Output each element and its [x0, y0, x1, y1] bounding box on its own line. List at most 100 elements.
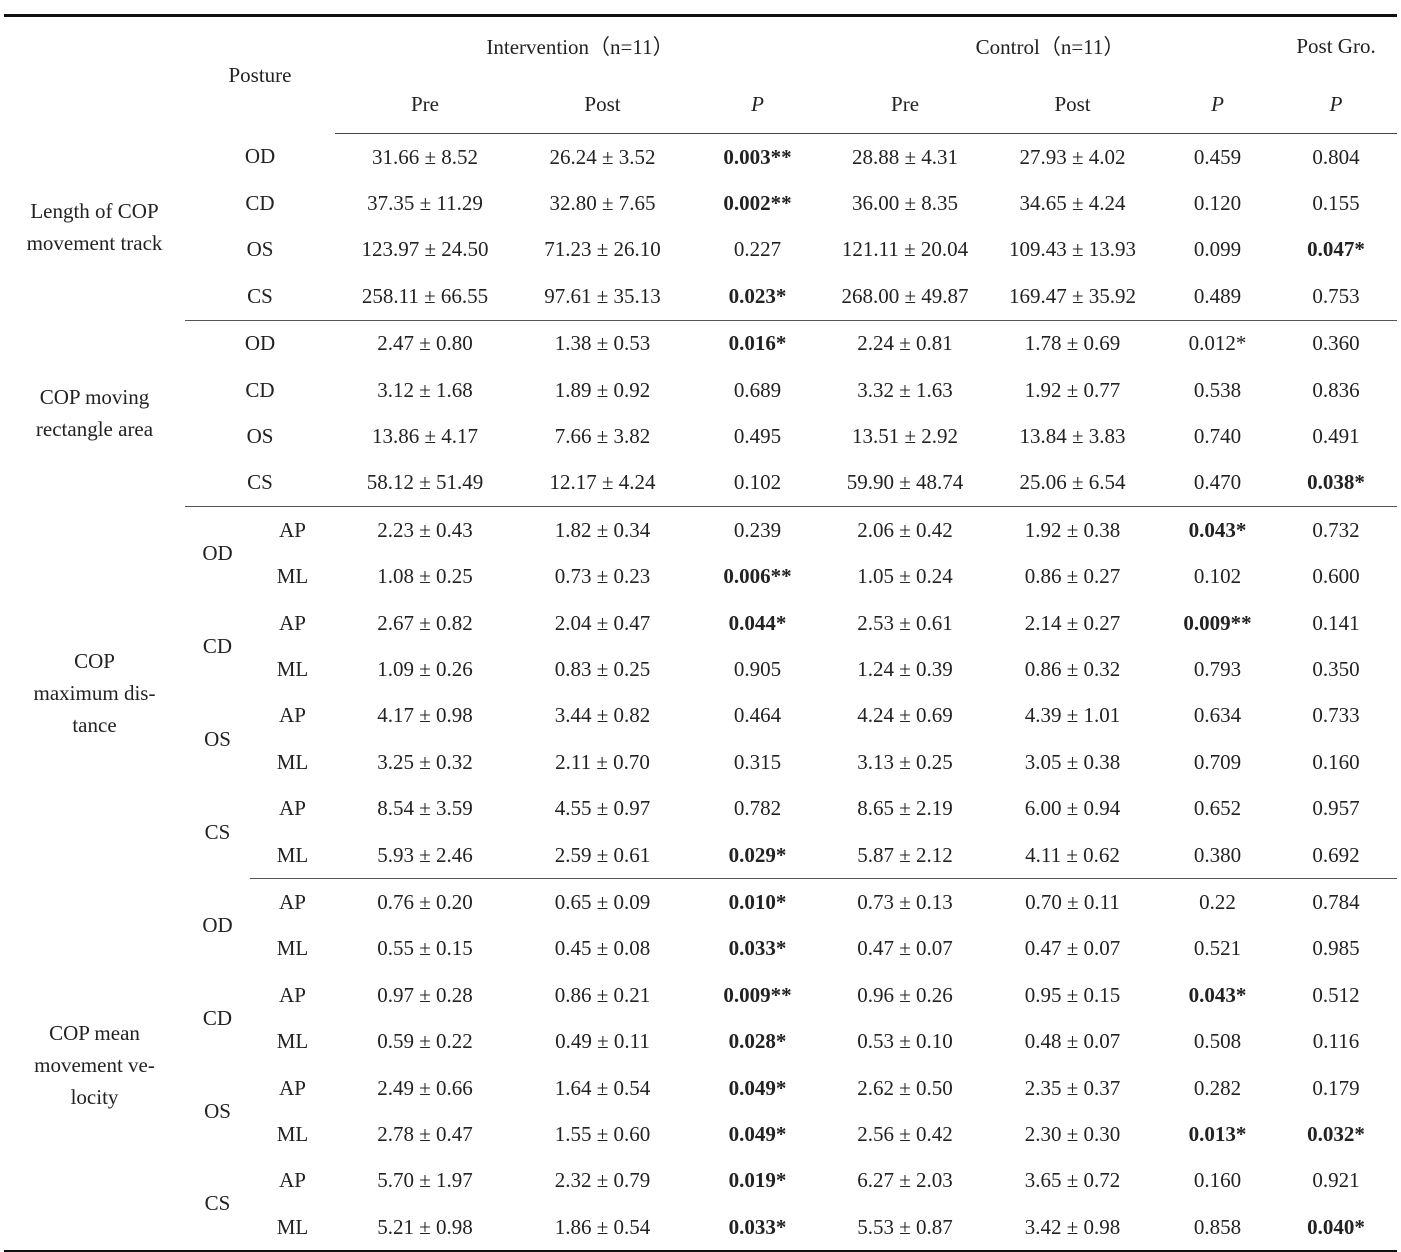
- value-cell: 0.709: [1193, 749, 1242, 774]
- value-cell: 34.65 ± 4.24: [1019, 191, 1126, 216]
- direction-cell: ML: [276, 656, 309, 681]
- value-cell: 0.049*: [690, 1111, 825, 1157]
- posture-cell: CS: [185, 273, 335, 321]
- value-cell: 0.032*: [1275, 1111, 1397, 1157]
- table-body: Posture Intervention（n=11） Control（n=11） Po…: [4, 16, 1398, 1252]
- value-cell: 13.86 ± 4.17: [371, 424, 479, 449]
- data-row: CD AP 0.97 ± 0.28 0.86 ± 0.21 0.009** 0.96 ± …: [4, 972, 1397, 1030]
- data-row: OS 123.97 ± 24.50 71.23 ± 26.10 0.227 121.11…: [4, 227, 1397, 273]
- value-cell: 0.043*: [1160, 972, 1275, 1018]
- direction-cell: ML: [276, 1121, 309, 1146]
- value-cell: 0.86 ± 0.21: [554, 982, 651, 1007]
- value-text: 0.003**: [723, 144, 792, 169]
- value-cell: 0.59 ± 0.22: [377, 1029, 473, 1054]
- value-cell: 0.957: [1312, 796, 1360, 821]
- value-cell: 1.08 ± 0.25: [377, 564, 473, 589]
- value-cell: 3.32 ± 1.63: [857, 377, 953, 402]
- group-header: Intervention（n=11）: [486, 35, 674, 59]
- value-text: 0.010*: [728, 889, 787, 914]
- value-cell: 0.099: [1193, 237, 1242, 262]
- value-cell: 2.59 ± 0.61: [515, 831, 690, 880]
- value-cell: 2.30 ± 0.30: [1024, 1121, 1121, 1146]
- value-cell: 0.45 ± 0.08: [554, 936, 651, 961]
- value-cell: 3.25 ± 0.32: [377, 749, 473, 774]
- value-cell: 0.120: [1193, 191, 1242, 216]
- value-cell: 0.905: [733, 656, 782, 681]
- value-cell: 268.00 ± 49.87: [825, 273, 986, 321]
- group-header: Control（n=11）: [975, 35, 1125, 59]
- value-cell: 0.652: [1193, 796, 1242, 821]
- value-cell: 2.35 ± 0.37: [1024, 1075, 1121, 1100]
- group-header: Post Gro.: [1296, 33, 1376, 58]
- value-cell: 1.64 ± 0.54: [554, 1075, 651, 1100]
- label-line: tance: [72, 712, 117, 737]
- value-cell: 0.013*: [1160, 1111, 1275, 1157]
- value-cell: 2.06 ± 0.42: [857, 517, 953, 542]
- value-cell: 2.14 ± 0.27: [1024, 610, 1121, 635]
- value-cell: 7.66 ± 3.82: [554, 424, 651, 449]
- value-cell: 3.12 ± 1.68: [377, 377, 473, 402]
- value-cell: 0.179: [1312, 1075, 1360, 1100]
- value-cell: 59.90 ± 48.74: [825, 459, 986, 508]
- value-cell: 109.43 ± 13.93: [1009, 237, 1137, 262]
- value-cell: 0.009**: [690, 972, 825, 1018]
- value-cell: 0.470: [1160, 459, 1276, 508]
- label-line: movement ve-: [34, 1052, 155, 1077]
- data-row: COP moving rectangle area OD 2.47 ± 0.80 1.3…: [4, 320, 1397, 441]
- value-cell: 1.86 ± 0.54: [515, 1203, 690, 1252]
- value-text: 0.032*: [1307, 1121, 1365, 1146]
- value-cell: 3.42 ± 0.98: [985, 1203, 1161, 1252]
- value-cell: 12.17 ± 4.24: [515, 459, 690, 508]
- value-cell: 0.009**: [1160, 600, 1275, 646]
- value-cell: 0.804: [1312, 144, 1360, 169]
- value-cell: 0.019*: [690, 1158, 825, 1204]
- section-label: COP moving rectangle area: [4, 320, 185, 507]
- data-row: OS AP 4.17 ± 0.98 3.44 ± 0.82 0.464 4.24 ± 0.…: [4, 693, 1397, 750]
- value-cell: 0.48 ± 0.07: [1024, 1029, 1121, 1054]
- value-cell: 5.53 ± 0.87: [825, 1203, 986, 1252]
- value-text: 0.033*: [728, 936, 787, 961]
- value-cell: 0.70 ± 0.11: [1025, 889, 1120, 914]
- value-cell: 36.00 ± 8.35: [852, 191, 959, 216]
- label-line: maximum dis-: [33, 680, 156, 705]
- posture-cell: CS: [204, 819, 231, 844]
- value-cell: 0.002**: [690, 180, 825, 226]
- value-cell: 0.521: [1193, 936, 1242, 961]
- value-cell: 0.038*: [1275, 459, 1398, 508]
- data-row: ML 1.09 ± 0.26 0.83 ± 0.25 0.905 1.24 ± 0.39…: [4, 646, 1397, 692]
- value-text: 0.047*: [1307, 237, 1365, 262]
- value-cell: 0.049*: [690, 1065, 825, 1111]
- data-row: CD AP 2.67 ± 0.82 2.04 ± 0.47 0.044* 2.53 ± 0…: [4, 600, 1397, 658]
- value-text: 0.019*: [728, 1168, 787, 1193]
- value-cell: 1.09 ± 0.26: [377, 656, 473, 681]
- value-cell: 0.033*: [690, 926, 825, 972]
- value-cell: 1.38 ± 0.53: [554, 331, 651, 356]
- label-line: Length of COP: [30, 198, 159, 223]
- direction-cell: AP: [279, 1168, 306, 1193]
- value-cell: 1.55 ± 0.60: [554, 1121, 651, 1146]
- value-cell: 0.102: [690, 459, 826, 508]
- column-header: P: [1160, 75, 1276, 134]
- value-cell: 0.76 ± 0.20: [377, 889, 473, 914]
- value-cell: 0.753: [1275, 273, 1398, 321]
- value-cell: 0.733: [1312, 703, 1360, 728]
- value-text: 0.028*: [728, 1029, 787, 1054]
- posture-cell: OD: [244, 144, 276, 169]
- value-cell: 3.13 ± 0.25: [857, 749, 953, 774]
- value-cell: 0.836: [1312, 377, 1360, 402]
- value-cell: 0.047*: [1275, 227, 1397, 273]
- section-label: COP mean movement ve-locity: [4, 879, 185, 1252]
- label-line: locity: [70, 1084, 119, 1109]
- value-cell: 0.023*: [690, 273, 826, 321]
- value-cell: 25.06 ± 6.54: [985, 459, 1161, 508]
- data-row: CD 3.12 ± 1.68 1.89 ± 0.92 0.689 3.32 ± 1.63…: [4, 367, 1397, 413]
- value-cell: 8.54 ± 3.59: [377, 796, 473, 821]
- value-cell: 0.740: [1193, 424, 1242, 449]
- value-cell: 0.491: [1312, 424, 1360, 449]
- value-cell: 6.00 ± 0.94: [1024, 796, 1121, 821]
- value-cell: 3.65 ± 0.72: [1024, 1168, 1121, 1193]
- data-row: CS 58.12 ± 51.49 12.17 ± 4.24 0.102 59.90 ± …: [4, 459, 1398, 508]
- value-cell: 2.56 ± 0.42: [857, 1121, 953, 1146]
- value-cell: 258.11 ± 66.55: [335, 273, 515, 321]
- value-cell: 2.23 ± 0.43: [377, 517, 473, 542]
